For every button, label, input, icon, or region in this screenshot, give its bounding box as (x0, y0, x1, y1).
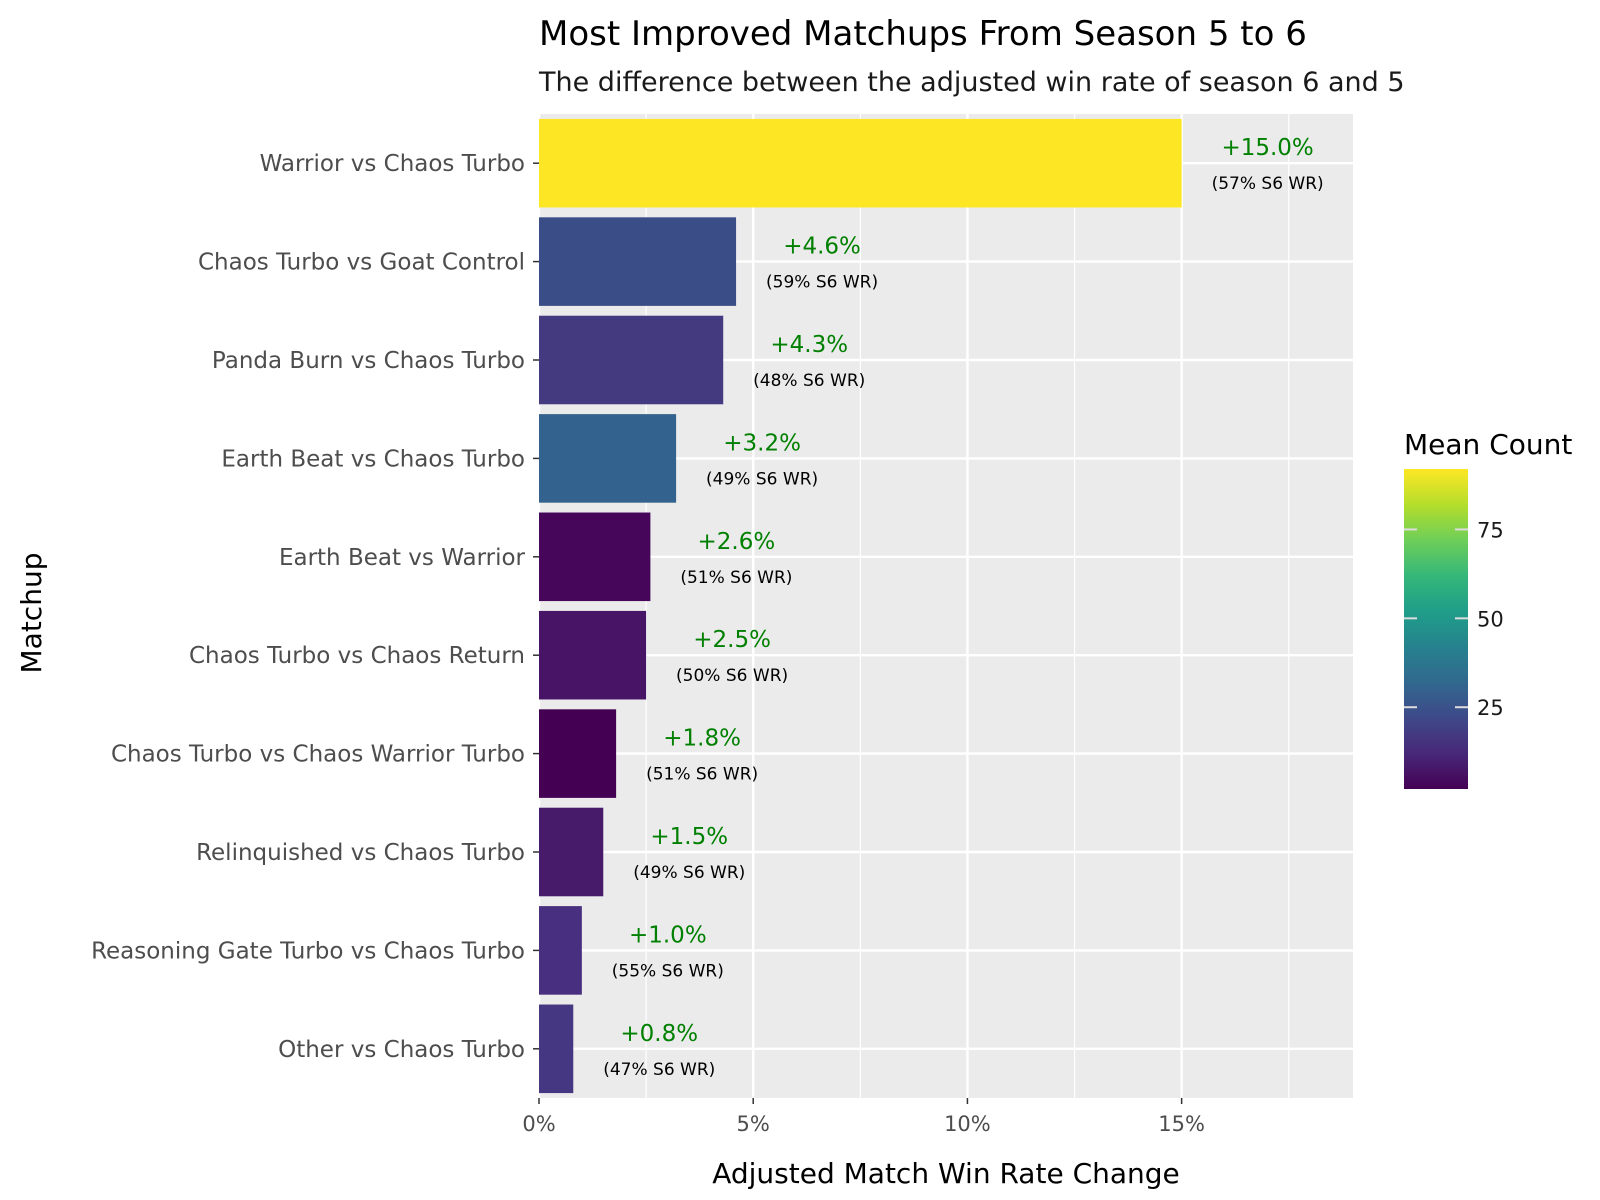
y-tick-label: Panda Burn vs Chaos Turbo (212, 348, 525, 374)
bar-value-label: +4.6% (783, 234, 861, 260)
chart-title: Most Improved Matchups From Season 5 to … (539, 14, 1307, 54)
bar-secondary-label: (49% S6 WR) (633, 863, 745, 883)
legend-tick-label: 50 (1477, 607, 1504, 631)
bar-secondary-label: (59% S6 WR) (766, 273, 878, 293)
bar-secondary-label: (55% S6 WR) (612, 961, 724, 981)
y-tick-label: Chaos Turbo vs Chaos Warrior Turbo (111, 742, 525, 768)
y-tick-label: Reasoning Gate Turbo vs Chaos Turbo (91, 938, 525, 964)
bar-labels: +15.0% (57% S6 WR) +4.6% (59% S6 WR) +4.3% (4… (603, 135, 1323, 1080)
x-tick-label: 5% (737, 1112, 770, 1136)
bar (539, 906, 582, 995)
y-tick-label: Other vs Chaos Turbo (278, 1037, 525, 1063)
bar (539, 414, 677, 503)
legend-colorbar (1404, 469, 1468, 789)
y-axis: Warrior vs Chaos Turbo Chaos Turbo vs Goa… (91, 151, 539, 1063)
bar-value-label: +1.0% (629, 922, 707, 948)
bar-value-label: +4.3% (770, 332, 848, 358)
y-axis-title: Matchup (15, 553, 48, 674)
bar (539, 217, 737, 306)
y-tick-label: Relinquished vs Chaos Turbo (196, 840, 525, 866)
y-tick-label: Earth Beat vs Warrior (279, 545, 526, 571)
bar (539, 610, 647, 700)
bar (539, 512, 651, 602)
bar-value-label: +2.5% (693, 627, 771, 653)
bar-secondary-label: (49% S6 WR) (706, 469, 818, 489)
bar-value-label: +0.8% (620, 1021, 698, 1047)
y-tick-label: Earth Beat vs Chaos Turbo (221, 446, 525, 472)
x-tick-label: 10% (944, 1112, 991, 1136)
bar-secondary-label: (48% S6 WR) (753, 371, 865, 391)
legend-tick-label: 25 (1477, 696, 1504, 720)
chart-subtitle: The difference between the adjusted win … (538, 67, 1405, 98)
bar-secondary-label: (50% S6 WR) (676, 666, 788, 686)
x-tick-label: 0% (522, 1112, 555, 1136)
bar-value-label: +3.2% (723, 430, 801, 456)
bar (539, 807, 604, 897)
y-tick-label: Chaos Turbo vs Goat Control (198, 250, 525, 276)
color-legend: Mean Count 25 50 75 (1404, 428, 1572, 789)
legend-ticks: 25 50 75 (1404, 518, 1504, 720)
bar-secondary-label: (57% S6 WR) (1212, 174, 1324, 194)
bar (539, 709, 617, 798)
bar-value-label: +1.5% (650, 824, 728, 850)
bar (539, 315, 724, 405)
y-tick-label: Chaos Turbo vs Chaos Return (189, 643, 525, 669)
bar (539, 1004, 574, 1094)
x-tick-label: 15% (1158, 1112, 1205, 1136)
bar (539, 118, 1182, 208)
bar-secondary-label: (51% S6 WR) (646, 765, 758, 785)
x-axis-title: Adjusted Match Win Rate Change (712, 1157, 1180, 1190)
bar-value-label: +2.6% (698, 529, 776, 555)
bar-secondary-label: (47% S6 WR) (603, 1060, 715, 1080)
bar-value-label: +1.8% (663, 726, 741, 752)
bars (539, 118, 1182, 1094)
bar-secondary-label: (51% S6 WR) (680, 568, 792, 588)
legend-title: Mean Count (1404, 428, 1572, 461)
y-tick-label: Warrior vs Chaos Turbo (260, 151, 525, 177)
x-axis: 0% 5% 10% 15% (522, 1098, 1205, 1136)
legend-tick-label: 75 (1477, 518, 1504, 542)
bar-value-label: +15.0% (1221, 135, 1313, 161)
